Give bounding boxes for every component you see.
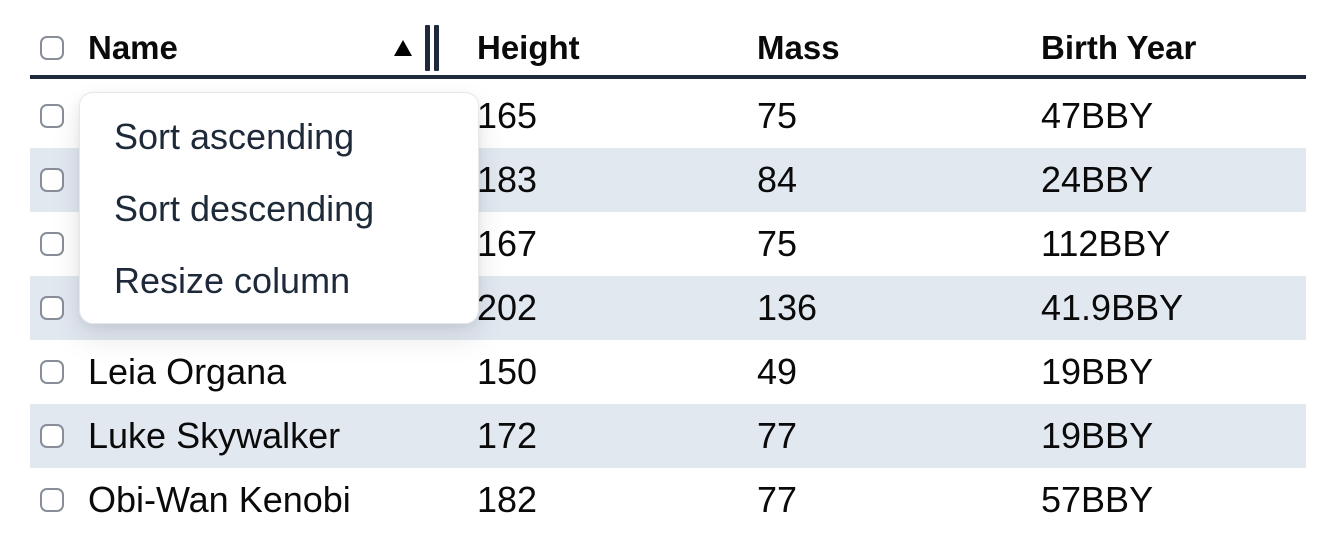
column-resize-handle-icon[interactable] [425, 24, 439, 71]
cell-name: Obi-Wan Kenobi [88, 479, 351, 517]
cell-mass: 136 [757, 287, 818, 328]
row-checkbox[interactable] [40, 232, 64, 256]
column-header-mass[interactable]: Mass [757, 28, 840, 66]
cell-name: Luke Skywalker [88, 415, 341, 456]
column-context-menu: Sort ascending Sort descending Resize co… [79, 92, 479, 324]
menu-item-sort-descending[interactable]: Sort descending [114, 188, 375, 229]
cell-height: 182 [477, 479, 538, 517]
cell-mass: 75 [757, 95, 798, 136]
cell-birth-year: 19BBY [1041, 351, 1154, 392]
cell-height: 202 [477, 287, 538, 328]
cell-height: 165 [477, 95, 538, 136]
header-checkbox-cell [30, 35, 88, 60]
cell-mass: 49 [757, 351, 798, 392]
cell-birth-year: 57BBY [1041, 479, 1154, 517]
table-header-row: Name Height Mass Birth Year [30, 20, 1306, 79]
row-checkbox[interactable] [40, 168, 64, 192]
cell-height: 150 [477, 351, 538, 392]
row-checkbox[interactable] [40, 296, 64, 320]
column-header-height[interactable]: Height [477, 28, 580, 66]
row-checkbox-cell [30, 168, 88, 192]
sort-ascending-icon [394, 39, 412, 56]
cell-mass: 77 [757, 479, 798, 517]
cell-birth-year: 24BBY [1041, 159, 1154, 200]
row-checkbox[interactable] [40, 104, 64, 128]
cell-birth-year: 19BBY [1041, 415, 1154, 456]
row-checkbox-cell [30, 488, 88, 512]
cell-name: Leia Organa [88, 351, 287, 392]
row-checkbox-cell [30, 424, 88, 448]
table-row[interactable]: Obi-Wan Kenobi 182 77 57BBY [30, 468, 1306, 517]
cell-mass: 77 [757, 415, 798, 456]
row-checkbox[interactable] [40, 360, 64, 384]
column-header-name[interactable]: Name [88, 24, 477, 71]
row-checkbox-cell [30, 360, 88, 384]
table-row[interactable]: Leia Organa 150 49 19BBY [30, 340, 1306, 404]
cell-mass: 84 [757, 159, 798, 200]
select-all-checkbox[interactable] [40, 35, 64, 60]
table-row[interactable]: Luke Skywalker 172 77 19BBY [30, 404, 1306, 468]
row-checkbox-cell [30, 104, 88, 128]
cell-height: 183 [477, 159, 538, 200]
column-header-birth-year[interactable]: Birth Year [1041, 28, 1197, 66]
row-checkbox-cell [30, 232, 88, 256]
row-checkbox[interactable] [40, 424, 64, 448]
column-header-name-label: Name [88, 28, 178, 66]
row-checkbox-cell [30, 296, 88, 320]
cell-birth-year: 41.9BBY [1041, 287, 1184, 328]
cell-birth-year: 47BBY [1041, 95, 1154, 136]
cell-height: 167 [477, 223, 538, 264]
cell-mass: 75 [757, 223, 798, 264]
cell-birth-year: 112BBY [1041, 223, 1171, 264]
cell-height: 172 [477, 415, 538, 456]
row-checkbox[interactable] [40, 488, 64, 512]
menu-item-sort-ascending[interactable]: Sort ascending [114, 116, 355, 157]
menu-item-resize-column[interactable]: Resize column [114, 260, 351, 301]
